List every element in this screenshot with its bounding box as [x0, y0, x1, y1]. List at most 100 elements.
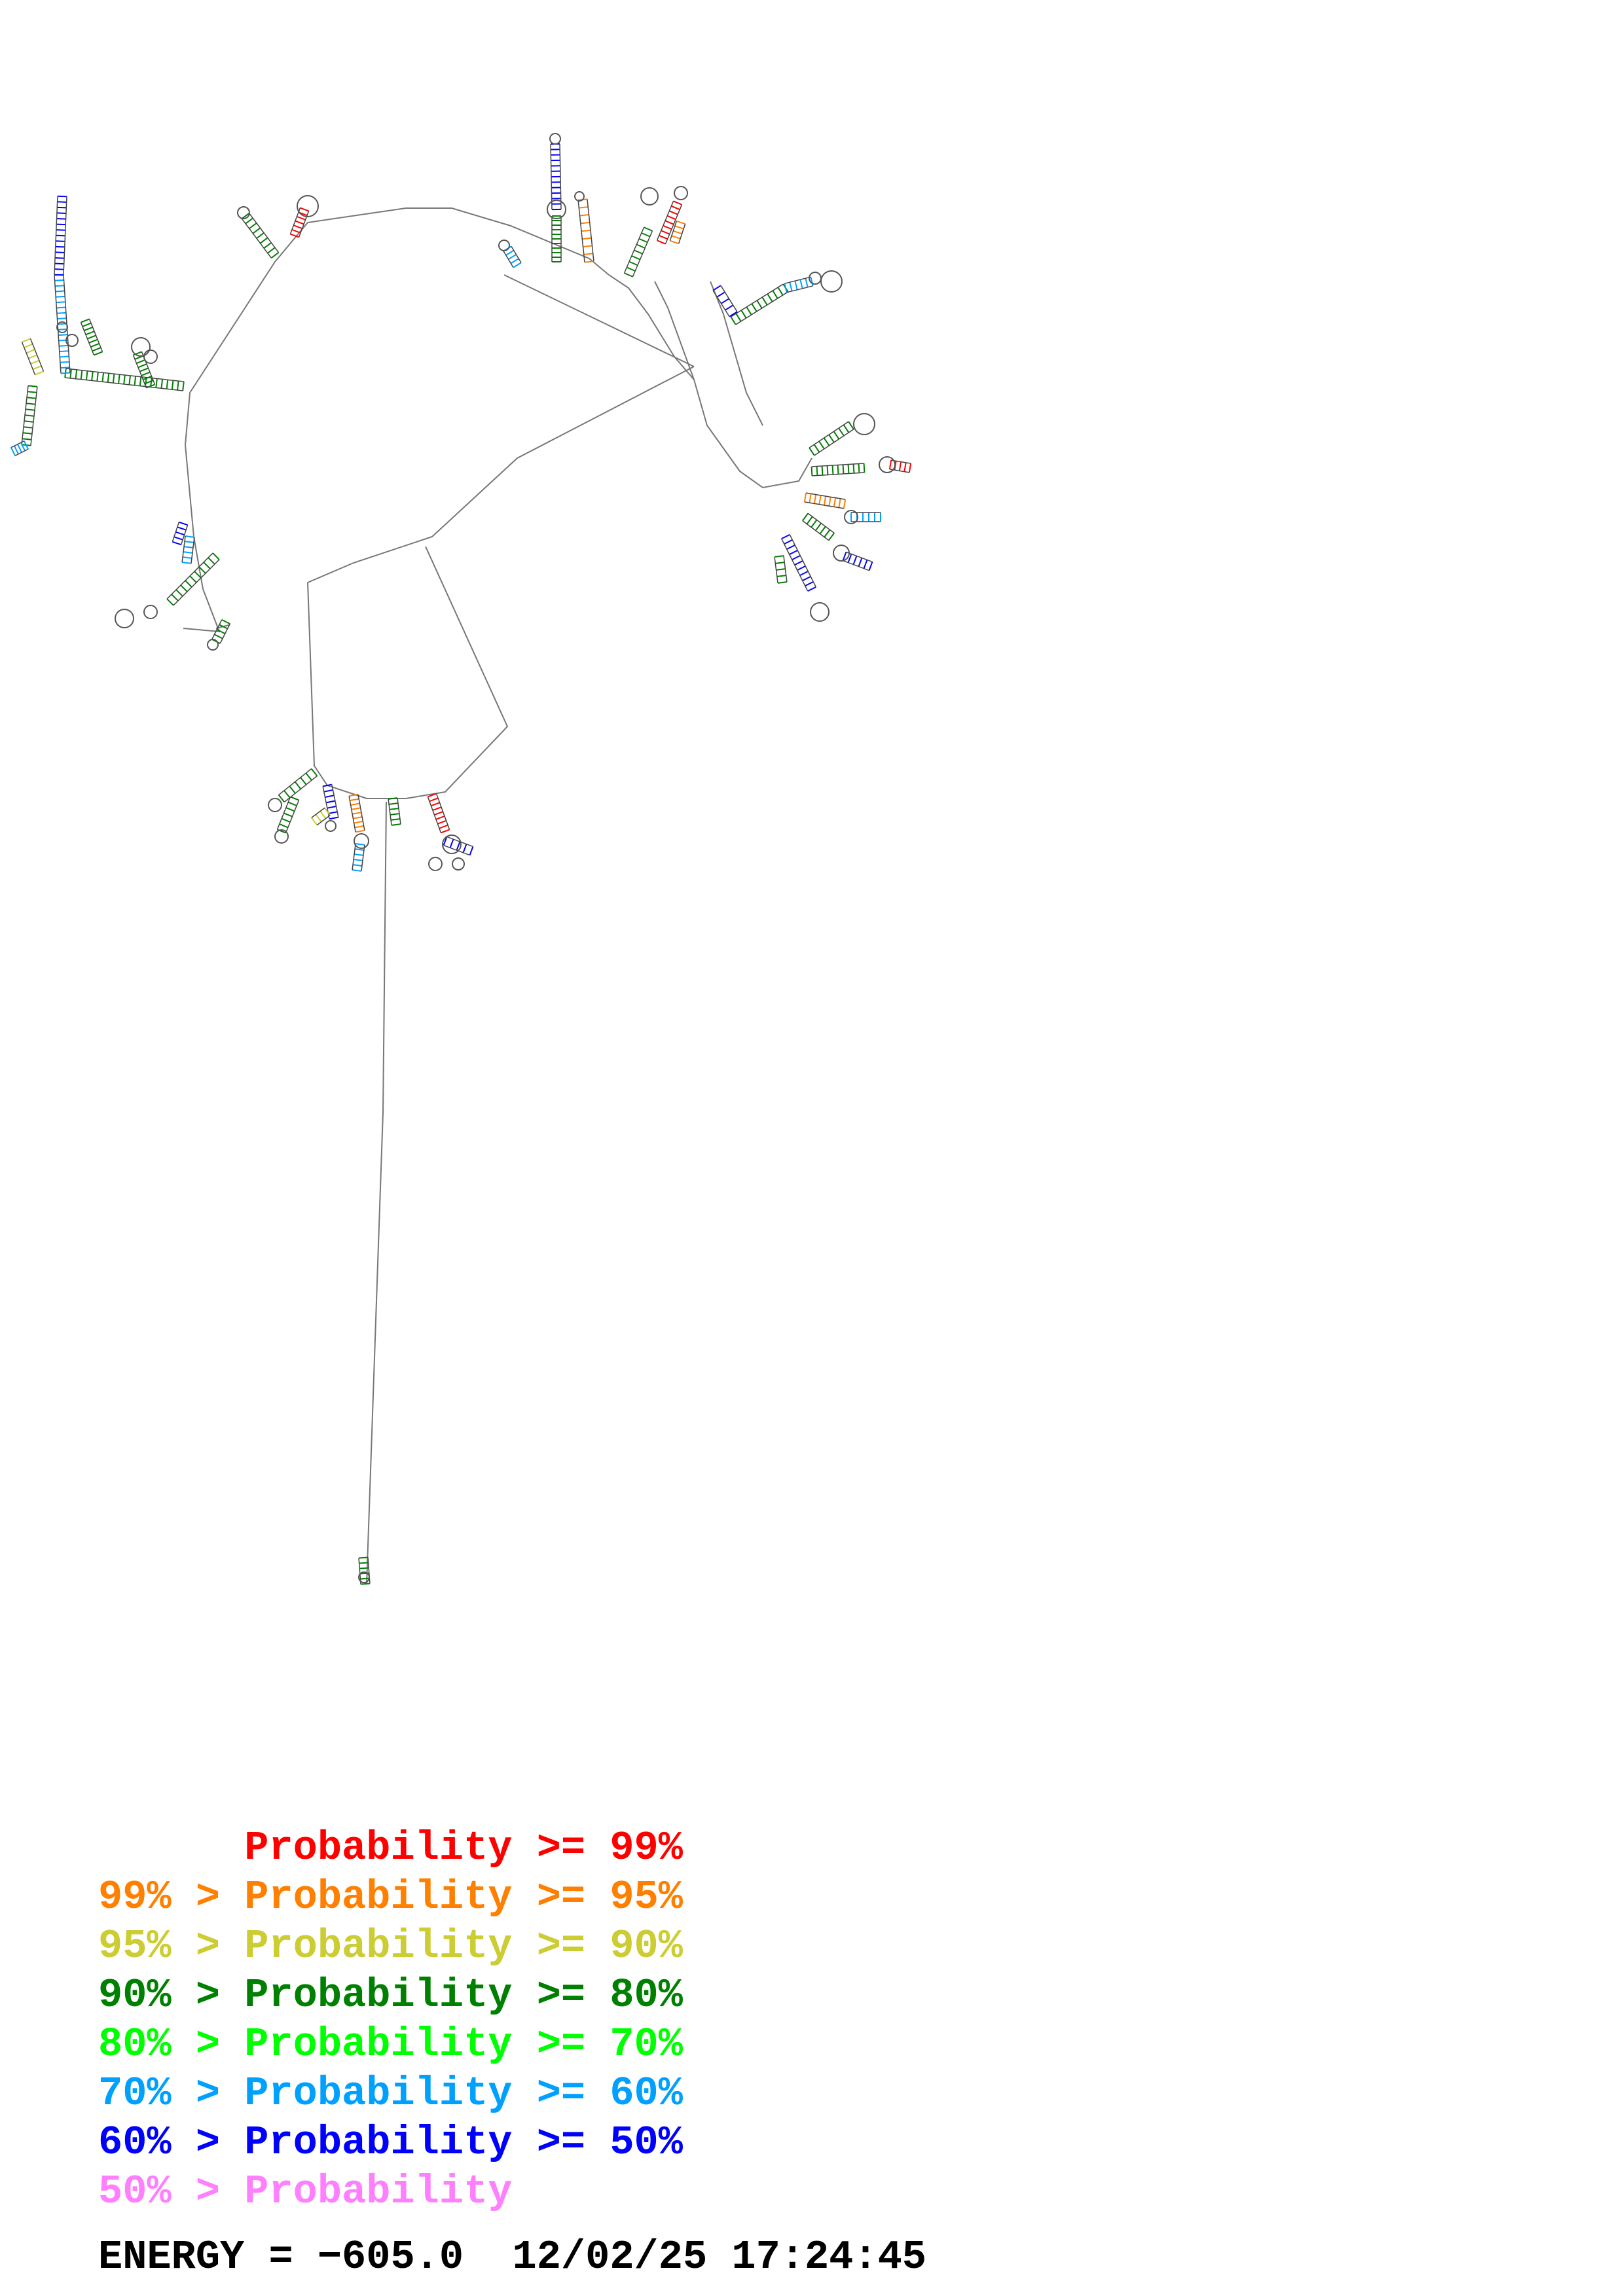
base-pair: [634, 249, 643, 255]
base-pair: [128, 375, 131, 385]
base-pair: [735, 313, 742, 322]
hairpin-loop: [674, 186, 688, 200]
base-pair: [676, 220, 685, 225]
base-pair: [85, 370, 88, 380]
base-pair: [291, 228, 301, 234]
base-pair: [143, 375, 152, 381]
base-pair: [641, 232, 651, 238]
base-pair: [725, 304, 734, 311]
base-pair: [789, 549, 798, 556]
base-pair: [666, 215, 676, 221]
base-pair: [22, 338, 31, 343]
base-pair: [823, 437, 830, 446]
base-pair: [348, 793, 359, 797]
base-pair: [774, 555, 784, 558]
base-pair: [671, 205, 680, 211]
base-pair: [245, 217, 253, 224]
base-pair: [58, 334, 68, 336]
base-pair: [908, 463, 912, 473]
backbone-connections: [183, 207, 812, 1585]
base-pair: [449, 838, 454, 848]
strand: [65, 377, 183, 391]
strand: [774, 556, 778, 583]
base-pair: [327, 805, 337, 809]
base-pair: [581, 229, 591, 232]
strand: [180, 524, 189, 545]
base-pair: [815, 522, 822, 531]
strand: [211, 619, 223, 640]
base-pair: [626, 266, 636, 272]
base-pair: [786, 544, 795, 550]
base-pair: [799, 279, 803, 289]
base-pair: [816, 466, 818, 476]
base-pair: [20, 442, 26, 452]
base-pair: [84, 326, 93, 332]
base-pair: [75, 369, 78, 379]
strand: [21, 342, 36, 375]
base-pair: [360, 1583, 371, 1585]
hairpin-loop: [56, 321, 68, 333]
base-pair: [838, 427, 845, 437]
base-pair: [390, 813, 400, 816]
base-pair: [278, 794, 285, 803]
strand: [30, 386, 38, 446]
base-pair: [56, 295, 65, 298]
base-pair: [160, 379, 164, 389]
base-pair: [23, 426, 33, 429]
base-pair: [644, 226, 653, 232]
base-pair: [54, 268, 64, 270]
base-pair: [194, 571, 202, 579]
base-pair: [355, 829, 365, 833]
base-pair: [813, 494, 817, 504]
base-pair: [772, 290, 778, 299]
base-pair: [810, 276, 814, 287]
base-pair: [818, 495, 822, 505]
base-pair: [847, 464, 850, 474]
base-pair: [583, 245, 593, 247]
base-pair: [287, 801, 297, 806]
strand: [789, 534, 816, 588]
base-pair: [858, 558, 863, 567]
base-pair: [32, 365, 42, 370]
base-pair: [325, 800, 336, 804]
hairpin-loop: [820, 270, 843, 293]
base-pair: [388, 797, 398, 800]
base-pair: [35, 370, 44, 376]
base-pair: [26, 349, 35, 354]
hairpin-loop: [237, 206, 250, 219]
base-pair: [171, 380, 174, 390]
base-pair: [310, 817, 318, 826]
strand: [623, 226, 645, 274]
base-pair: [214, 634, 223, 639]
strand: [843, 560, 869, 571]
base-pair: [182, 556, 192, 559]
base-pair: [285, 807, 295, 812]
base-pair: [185, 535, 195, 538]
base-pair: [81, 318, 90, 323]
strand: [63, 196, 67, 276]
strand: [172, 522, 180, 543]
base-pair: [391, 823, 401, 826]
base-pair: [91, 371, 94, 381]
base-pair: [843, 499, 847, 509]
base-pair: [177, 381, 179, 391]
base-pair: [60, 367, 70, 369]
strand: [435, 793, 450, 830]
strand: [712, 290, 730, 317]
base-pair: [27, 391, 37, 393]
base-pair: [358, 1556, 369, 1559]
base-pair: [325, 795, 335, 798]
backbone-segment: [710, 281, 763, 426]
base-pair: [310, 768, 318, 777]
base-pair: [208, 557, 215, 565]
base-pair: [767, 293, 773, 302]
strand: [219, 623, 230, 644]
base-pair: [671, 235, 681, 240]
base-pair: [283, 790, 291, 798]
base-pair: [23, 440, 29, 450]
base-pair: [305, 772, 312, 781]
base-pair: [139, 376, 142, 386]
base-pair: [828, 497, 831, 507]
base-pair: [30, 359, 40, 365]
base-pair: [294, 781, 302, 790]
